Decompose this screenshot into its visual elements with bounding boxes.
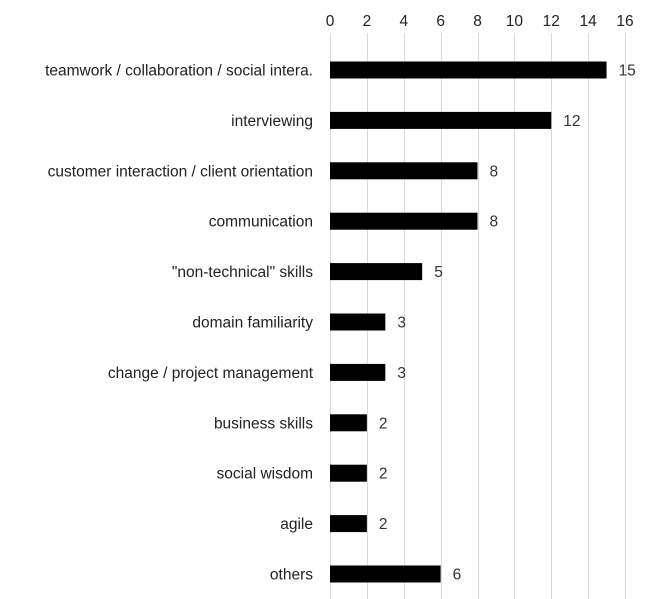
data-label: 3: [397, 315, 406, 332]
category-label: social wisdom: [217, 466, 313, 483]
bar: [330, 363, 386, 381]
category-label: change / project management: [108, 365, 314, 382]
data-label: 15: [619, 63, 636, 80]
category-label: customer interaction / client orientatio…: [48, 163, 313, 180]
bar: [330, 565, 441, 583]
x-tick-label: 16: [616, 13, 633, 30]
bars: [330, 61, 607, 583]
category-labels: teamwork / collaboration / social intera…: [45, 63, 314, 584]
category-label: agile: [280, 516, 313, 533]
x-tick-label: 10: [506, 13, 524, 30]
bar: [330, 263, 423, 281]
category-label: business skills: [214, 415, 313, 432]
bar: [330, 212, 478, 230]
data-label: 6: [453, 567, 462, 584]
data-label: 2: [379, 415, 388, 432]
bar: [330, 515, 367, 533]
bar: [330, 313, 386, 331]
category-label: others: [270, 567, 313, 584]
x-tick-label: 2: [363, 13, 372, 30]
category-label: "non-technical" skills: [172, 264, 313, 281]
bar: [330, 414, 367, 432]
category-label: domain familiarity: [192, 315, 313, 332]
data-label: 2: [379, 516, 388, 533]
x-tick-label: 8: [473, 13, 482, 30]
data-label: 2: [379, 466, 388, 483]
category-label: interviewing: [231, 113, 313, 130]
category-label: teamwork / collaboration / social intera…: [45, 63, 313, 80]
data-label: 12: [563, 113, 580, 130]
data-label: 8: [490, 163, 499, 180]
data-label: 8: [490, 214, 499, 231]
x-tick-label: 0: [326, 13, 335, 30]
data-labels: 15 12 8 8 5 3 3 2 2 2 6: [379, 63, 636, 584]
x-tick-label: 6: [436, 13, 445, 30]
x-tick-label: 12: [543, 13, 560, 30]
bar: [330, 162, 478, 180]
x-tick-label: 4: [399, 13, 408, 30]
bar: [330, 464, 367, 482]
x-tick-label: 14: [580, 13, 598, 30]
bar: [330, 111, 552, 129]
data-label: 5: [434, 264, 443, 281]
data-label: 3: [397, 365, 406, 382]
category-label: communication: [209, 214, 313, 231]
bar: [330, 61, 607, 79]
x-axis-ticks: 0 2 4 6 8 10 12 14 16: [326, 13, 634, 30]
